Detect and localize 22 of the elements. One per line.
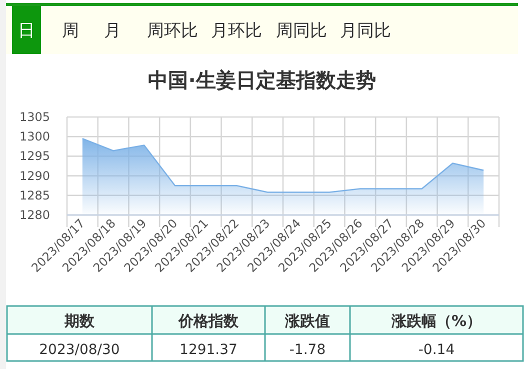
chart-title: 中国·生姜日定基指数走势 [148,68,376,92]
text: 1291.37 [180,342,238,358]
text: 涨跌值 [284,312,330,330]
text: 周同比 [276,21,327,41]
text: 涨跌幅（%） [390,312,482,330]
text: 月环比 [211,21,262,41]
text: 价格指数 [178,312,240,330]
y-tick-label: 1290 [19,168,50,183]
text: 月 [104,21,121,41]
text: -1.78 [289,342,326,358]
text: 月同比 [340,21,391,41]
y-tick-label: 1300 [19,130,50,144]
text: 期数 [64,312,96,330]
text: 周环比 [147,21,198,41]
text: 周 [62,21,79,41]
text: 2023/08/30 [39,342,120,358]
y-tick-label: 1295 [19,149,50,164]
text: 日 [18,21,35,41]
text: -0.14 [418,342,455,358]
y-tick-label: 1280 [19,208,50,222]
y-tick-label: 1305 [19,110,50,124]
y-tick-label: 1285 [19,188,50,202]
